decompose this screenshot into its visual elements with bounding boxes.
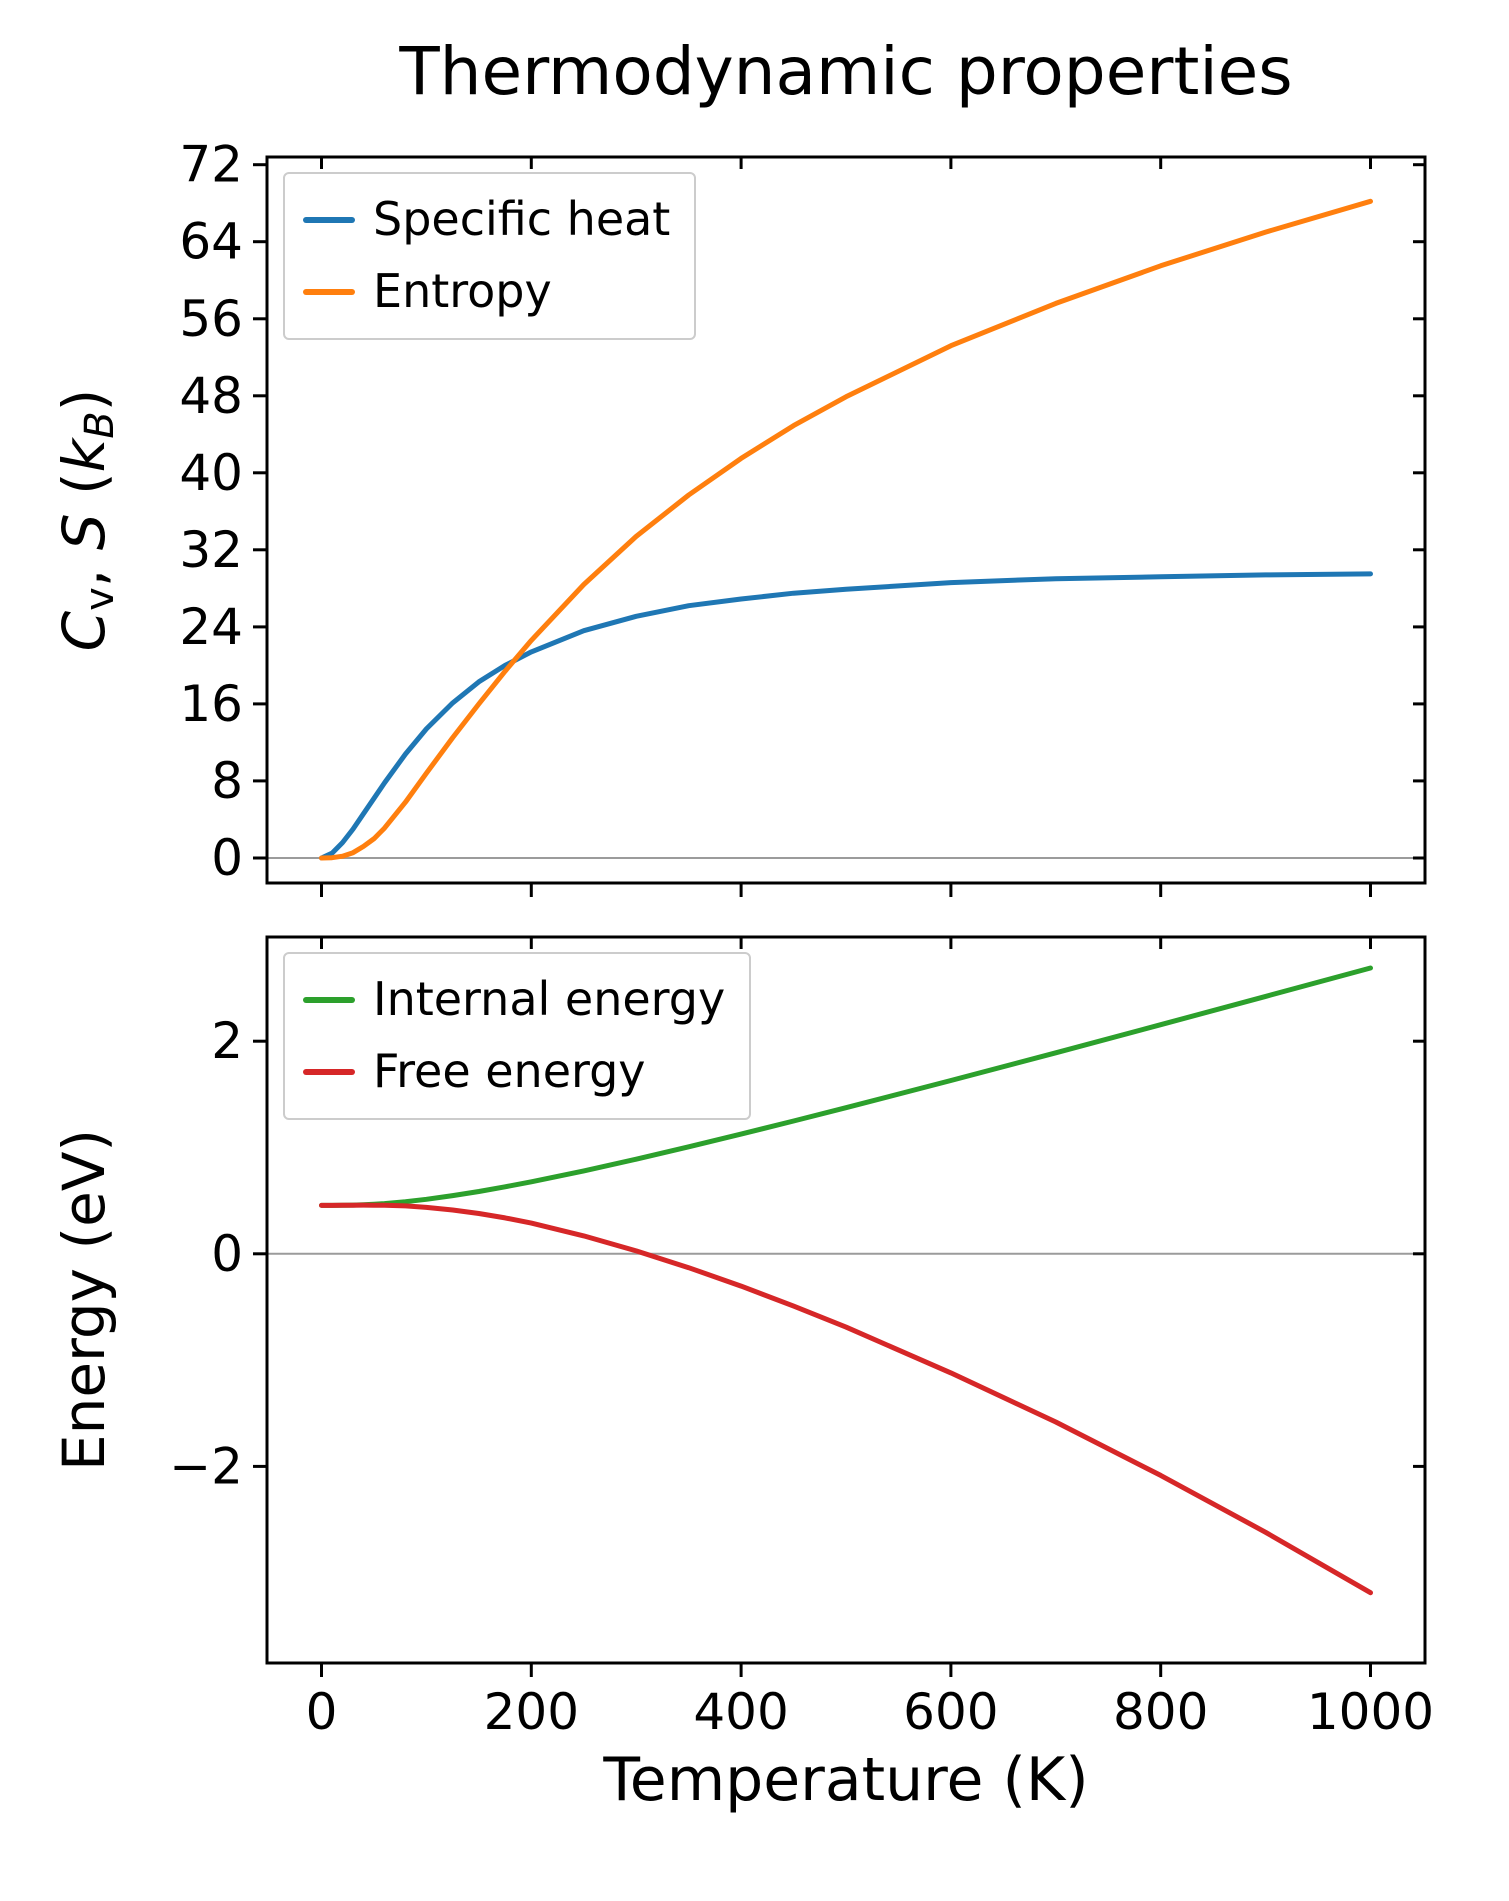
- legend-label-entropy: Entropy: [373, 263, 552, 318]
- x-tick-label: 1000: [1307, 1683, 1434, 1741]
- free-energy-line-swatch: [303, 1068, 355, 1075]
- y-tick-label: 2: [211, 1012, 243, 1070]
- x-tick-label: 400: [693, 1683, 788, 1741]
- legend-item-specific-heat: Specific heat: [303, 190, 670, 250]
- legend-top: Specific heat Entropy: [283, 172, 697, 340]
- x-tick-label: 0: [306, 1683, 338, 1741]
- axes-bottom: 0 200 400 600 800 1000 −2 0 2 Energy (eV): [50, 935, 1434, 1741]
- y-axis-label-segment: Energy (eV): [50, 1129, 118, 1471]
- legend-label-free-energy: Free energy: [373, 1043, 646, 1098]
- entropy-curve: [319, 198, 1373, 861]
- chart-title: Thermodynamic properties: [399, 33, 1293, 110]
- y-tick-label: 64: [179, 213, 243, 271]
- y-tick-label: 0: [211, 829, 243, 887]
- y-tick-label: 0: [211, 1225, 243, 1283]
- x-axis-label: Temperature (K): [603, 1745, 1089, 1815]
- internal-energy-line-swatch: [303, 996, 355, 1003]
- y-tick-label: 16: [179, 675, 243, 733]
- legend-label-specific-heat: Specific heat: [373, 192, 671, 246]
- x-tick-label: 200: [484, 1683, 579, 1741]
- y-axis-label-segment: B: [77, 411, 123, 438]
- specific-heat-line-swatch: [303, 216, 355, 223]
- y-axis-label-segment: S: [50, 513, 118, 550]
- y-axis-label-segment: k: [50, 436, 118, 472]
- legend-item-internal-energy: Internal energy: [303, 970, 725, 1030]
- y-tick-label: 72: [179, 136, 243, 194]
- y-axis-label: Energy (eV): [50, 1129, 118, 1471]
- y-tick-label: 56: [179, 290, 243, 348]
- y-tick-label: 48: [179, 367, 243, 425]
- legend-bottom: Internal energy Free energy: [283, 952, 752, 1120]
- legend-item-free-energy: Free energy: [303, 1042, 725, 1102]
- legend-label-internal-energy: Internal energy: [373, 972, 726, 1026]
- y-axis-label-segment: (: [50, 472, 118, 513]
- y-axis-label: Cv, S (kB): [50, 389, 123, 652]
- y-tick-label: 40: [179, 444, 243, 502]
- y-tick-label: −2: [169, 1437, 243, 1495]
- x-tick-label: 800: [1113, 1683, 1208, 1741]
- y-tick-label: 32: [179, 521, 243, 579]
- y-tick-label: 8: [211, 752, 243, 810]
- y-axis-label-segment: v: [77, 587, 123, 611]
- y-axis-label-segment: ): [50, 389, 118, 412]
- y-tick-label: 24: [179, 598, 243, 656]
- free-energy-curve: [319, 1202, 1373, 1596]
- entropy-line-swatch: [303, 288, 355, 295]
- axes-spines: [265, 935, 1427, 1665]
- y-axis-label-segment: C: [50, 610, 118, 651]
- specific-heat-curve: [319, 571, 1373, 861]
- axes-top: 0 8 16 24 32 40 48 56 64 72 Cv, S (kB): [50, 136, 1427, 897]
- x-tick-label: 600: [903, 1683, 998, 1741]
- y-axis-label-segment: ,: [50, 550, 118, 587]
- axes-spines: [265, 155, 1427, 885]
- legend-item-entropy: Entropy: [303, 262, 670, 322]
